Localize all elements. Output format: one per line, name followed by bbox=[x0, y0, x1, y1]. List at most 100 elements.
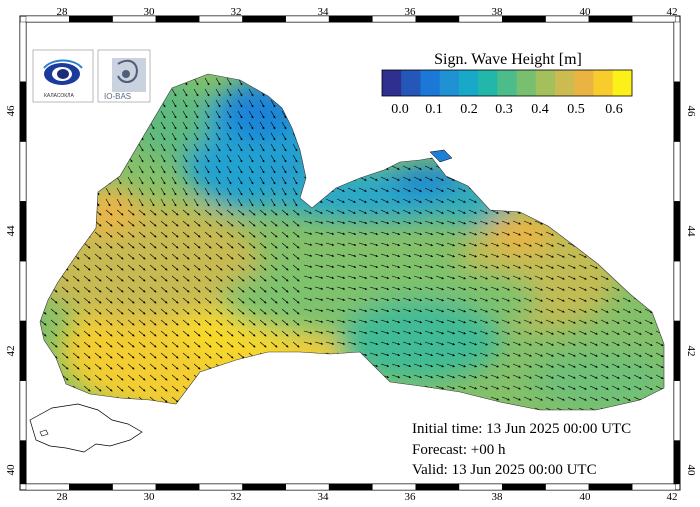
wave-arrow bbox=[490, 209, 499, 214]
wave-arrow bbox=[380, 198, 389, 203]
wave-arrow bbox=[160, 308, 168, 315]
longitude-label: 32 bbox=[231, 6, 242, 18]
wave-arrow bbox=[468, 275, 478, 280]
wave-arrow bbox=[468, 253, 478, 258]
wave-arrow bbox=[402, 209, 411, 214]
wave-arrow bbox=[193, 187, 199, 196]
wave-arrow bbox=[402, 264, 412, 269]
wave-arrow bbox=[50, 330, 58, 337]
wave-arrow bbox=[204, 198, 210, 207]
wave-arrow bbox=[215, 297, 223, 304]
wave-arrow bbox=[215, 242, 223, 249]
wave-arrow bbox=[402, 231, 412, 236]
wave-arrow bbox=[490, 231, 500, 236]
wave-arrow bbox=[270, 297, 278, 304]
wave-arrow bbox=[578, 275, 587, 280]
wave-arrow bbox=[237, 143, 243, 152]
wave-arrow bbox=[182, 242, 190, 249]
wave-arrow bbox=[512, 264, 521, 269]
wave-arrow bbox=[358, 187, 367, 192]
wave-arrow bbox=[83, 275, 91, 282]
wave-arrow bbox=[105, 198, 111, 207]
wave-arrow bbox=[281, 253, 289, 260]
wave-arrow bbox=[523, 220, 532, 225]
wave-arrow bbox=[402, 198, 411, 203]
wave-arrow bbox=[380, 264, 390, 269]
wave-arrow bbox=[83, 286, 91, 293]
wave-arrow bbox=[325, 308, 335, 312]
wave-arrow bbox=[127, 209, 135, 216]
wave-arrow bbox=[270, 176, 276, 185]
wave-arrow bbox=[314, 319, 324, 323]
wave-arrow bbox=[468, 220, 478, 225]
wave-arrow bbox=[314, 253, 324, 257]
wave-arrow bbox=[116, 286, 124, 293]
wave-arrow bbox=[116, 297, 124, 304]
longitude-label: 34 bbox=[318, 6, 330, 18]
wave-arrow bbox=[545, 286, 554, 291]
wave-arrow bbox=[160, 198, 166, 207]
wave-arrow bbox=[314, 231, 324, 235]
wave-arrow bbox=[633, 308, 642, 313]
wave-arrow bbox=[281, 176, 287, 185]
wave-arrow bbox=[94, 319, 102, 326]
wave-arrow bbox=[171, 132, 177, 141]
wave-arrow bbox=[193, 297, 201, 304]
wave-arrow bbox=[270, 319, 278, 326]
wave-arrow bbox=[215, 220, 223, 227]
wave-arrow bbox=[336, 220, 346, 224]
wave-arrow bbox=[72, 275, 80, 282]
wave-arrow bbox=[171, 121, 177, 130]
border-segment bbox=[19, 320, 27, 381]
wave-arrow bbox=[314, 242, 324, 246]
wave-arrow bbox=[259, 165, 265, 174]
wave-arrow bbox=[336, 231, 346, 235]
wave-arrow bbox=[358, 253, 368, 257]
wave-arrow bbox=[534, 231, 543, 236]
wave-arrow bbox=[589, 275, 598, 280]
wave-arrow bbox=[160, 275, 168, 282]
wave-arrow bbox=[160, 231, 168, 238]
wave-arrow bbox=[446, 242, 456, 247]
wave-arrow bbox=[534, 286, 543, 291]
border-segment bbox=[673, 440, 681, 485]
wave-arrow bbox=[105, 330, 113, 337]
wave-arrow bbox=[149, 231, 157, 238]
wave-arrow bbox=[259, 209, 267, 216]
border-segment bbox=[155, 15, 200, 23]
wave-arrow bbox=[215, 132, 221, 141]
wave-arrow bbox=[644, 319, 653, 324]
wave-arrow bbox=[248, 99, 254, 108]
wave-arrow bbox=[138, 209, 146, 216]
wave-arrow bbox=[413, 264, 423, 269]
wave-arrow bbox=[545, 264, 554, 269]
wave-arrow bbox=[259, 319, 267, 326]
wave-arrow bbox=[94, 308, 102, 315]
wave-arrow bbox=[347, 242, 357, 246]
wave-arrow bbox=[446, 187, 455, 192]
wave-arrow bbox=[226, 88, 232, 97]
wave-arrow bbox=[545, 297, 554, 302]
wave-arrow bbox=[424, 220, 434, 225]
wave-arrow bbox=[391, 209, 400, 214]
wave-arrow bbox=[622, 297, 631, 302]
wave-arrow bbox=[171, 319, 179, 326]
wave-arrow bbox=[369, 220, 379, 225]
border-segment bbox=[69, 483, 113, 491]
wave-arrow bbox=[248, 220, 256, 227]
border-segment bbox=[112, 483, 157, 491]
wave-arrow bbox=[193, 110, 199, 119]
wave-arrow bbox=[171, 242, 179, 249]
wave-arrow bbox=[347, 308, 357, 312]
wave-arrow bbox=[248, 154, 254, 163]
wave-arrow bbox=[61, 286, 69, 293]
wave-arrow bbox=[402, 319, 412, 324]
border-segment bbox=[19, 261, 27, 322]
wave-arrow bbox=[237, 220, 245, 227]
wave-arrow bbox=[215, 231, 223, 238]
wave-arrow bbox=[424, 297, 434, 302]
border-segment bbox=[328, 15, 373, 23]
wave-arrow bbox=[545, 242, 554, 247]
wave-arrow bbox=[457, 253, 467, 258]
wave-arrow bbox=[61, 330, 69, 337]
